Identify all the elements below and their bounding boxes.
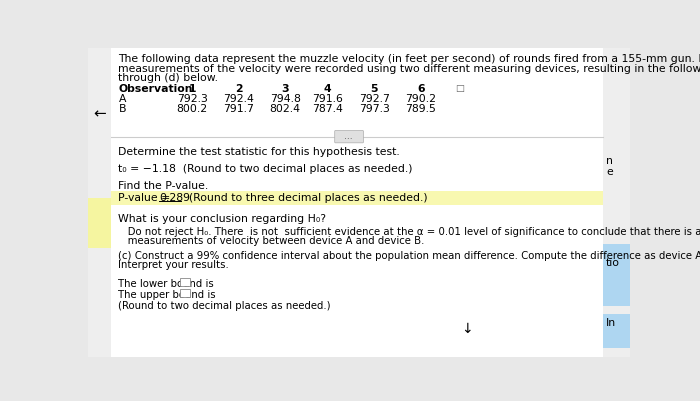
- Text: What is your conclusion regarding H₀?: What is your conclusion regarding H₀?: [118, 214, 326, 224]
- FancyBboxPatch shape: [111, 48, 603, 357]
- Text: 791.6: 791.6: [312, 94, 343, 104]
- Text: The lower bound is: The lower bound is: [118, 279, 214, 289]
- Text: 787.4: 787.4: [312, 104, 343, 114]
- Text: 2: 2: [234, 84, 242, 94]
- Text: Find the P-value.: Find the P-value.: [118, 180, 209, 190]
- Text: Do not reject H₀. There  is not  sufficient evidence at the α = 0.01 level of si: Do not reject H₀. There is not sufficien…: [118, 227, 700, 237]
- Text: (Round to three decimal places as needed.): (Round to three decimal places as needed…: [182, 193, 428, 203]
- Text: Determine the test statistic for this hypothesis test.: Determine the test statistic for this hy…: [118, 147, 400, 157]
- Text: ...: ...: [344, 132, 353, 141]
- FancyBboxPatch shape: [603, 48, 630, 357]
- FancyBboxPatch shape: [603, 314, 630, 348]
- Text: 789.5: 789.5: [405, 104, 436, 114]
- Text: n: n: [606, 156, 613, 166]
- Text: 790.2: 790.2: [405, 94, 436, 104]
- Text: In: In: [606, 318, 616, 328]
- Text: 6: 6: [417, 84, 425, 94]
- FancyBboxPatch shape: [335, 130, 363, 143]
- FancyBboxPatch shape: [603, 245, 630, 306]
- Text: Observation: Observation: [118, 84, 193, 94]
- Text: measurements of velocity between device A and device B.: measurements of velocity between device …: [118, 236, 425, 246]
- Text: 1: 1: [188, 84, 196, 94]
- Text: 794.8: 794.8: [270, 94, 300, 104]
- Text: t₀ = −1.18  (Round to two decimal places as needed.): t₀ = −1.18 (Round to two decimal places …: [118, 164, 413, 174]
- Text: Interpret your results.: Interpret your results.: [118, 260, 230, 270]
- Text: ←: ←: [92, 106, 106, 121]
- FancyBboxPatch shape: [88, 198, 111, 248]
- Text: measurements of the velocity were recorded using two different measuring devices: measurements of the velocity were record…: [118, 63, 700, 73]
- Text: e: e: [606, 168, 612, 178]
- Text: 4: 4: [324, 84, 332, 94]
- Text: 797.3: 797.3: [359, 104, 390, 114]
- Text: □: □: [455, 84, 464, 93]
- Text: 0.289: 0.289: [159, 193, 190, 203]
- FancyBboxPatch shape: [180, 278, 190, 286]
- Text: 792.3: 792.3: [176, 94, 208, 104]
- FancyBboxPatch shape: [180, 289, 190, 297]
- Text: P-value =: P-value =: [118, 193, 174, 203]
- Text: 5: 5: [370, 84, 378, 94]
- Text: 792.7: 792.7: [359, 94, 390, 104]
- Text: through (d) below.: through (d) below.: [118, 73, 218, 83]
- Text: (Round to two decimal places as needed.): (Round to two decimal places as needed.): [118, 301, 331, 311]
- Text: 792.4: 792.4: [223, 94, 254, 104]
- Text: 791.7: 791.7: [223, 104, 254, 114]
- FancyBboxPatch shape: [111, 191, 603, 205]
- Text: The upper bound is: The upper bound is: [118, 290, 216, 300]
- Text: (c) Construct a 99% confidence interval about the population mean difference. Co: (c) Construct a 99% confidence interval …: [118, 251, 700, 261]
- Text: 800.2: 800.2: [176, 104, 208, 114]
- Text: A: A: [118, 94, 126, 104]
- FancyBboxPatch shape: [88, 48, 111, 357]
- Text: The following data represent the muzzle velocity (in feet per second) of rounds : The following data represent the muzzle …: [118, 54, 700, 64]
- Text: B: B: [118, 104, 126, 114]
- Text: ↓: ↓: [461, 322, 473, 336]
- Text: tio: tio: [606, 257, 620, 267]
- Text: 802.4: 802.4: [270, 104, 300, 114]
- Text: 3: 3: [281, 84, 289, 94]
